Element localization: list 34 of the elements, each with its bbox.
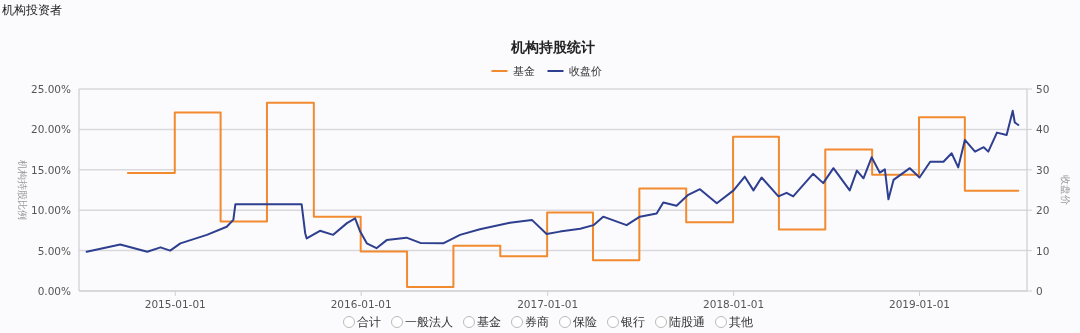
- radio-option: 陆股通: [655, 315, 705, 329]
- y2-axis-title: 收盘价: [1060, 175, 1071, 205]
- x-tick-label: 2016-01-01: [330, 298, 392, 310]
- radio-option: 保险: [559, 315, 597, 329]
- radio-option: 合计: [343, 315, 381, 329]
- y2-tick-label: 0: [1036, 285, 1043, 297]
- y-tick-label: 20.00%: [30, 123, 72, 136]
- y-axis-title: 机构持股比例: [17, 160, 28, 220]
- y-tick-label: 10.00%: [30, 204, 72, 217]
- y2-tick-label: 10: [1036, 244, 1050, 257]
- line-series: [85, 109, 1020, 253]
- y-tick-label: 5.00%: [37, 244, 72, 257]
- radio-option: 券商: [511, 315, 549, 329]
- legend-label: 收盘价: [568, 65, 602, 77]
- radio-option: 其他: [715, 315, 753, 329]
- y-tick-label: 15.00%: [30, 163, 72, 176]
- y2-tick-label: 30: [1036, 163, 1050, 176]
- radio-option: 基金: [463, 315, 501, 329]
- legend-item: 基金: [490, 65, 535, 77]
- text: 机构投资者: [2, 3, 62, 17]
- chart-title: 机构持股统计: [510, 39, 595, 55]
- y-tick-label: 0.00%: [37, 285, 72, 297]
- y2-tick-label: 50: [1036, 83, 1050, 95]
- y2-tick-label: 20: [1036, 204, 1050, 217]
- y-tick-label: 25.00%: [30, 83, 72, 95]
- x-tick-label: 2018-01-01: [703, 298, 765, 310]
- x-tick-label: 2015-01-01: [144, 298, 206, 310]
- y2-tick-label: 40: [1036, 123, 1050, 136]
- x-tick-label: 2017-01-01: [517, 298, 579, 310]
- legend-item: 收盘价: [546, 65, 602, 77]
- radio-option: 银行: [607, 315, 645, 329]
- radio-option: 一般法人: [391, 315, 453, 329]
- legend-label: 基金: [512, 65, 535, 77]
- x-tick-label: 2019-01-01: [889, 298, 951, 310]
